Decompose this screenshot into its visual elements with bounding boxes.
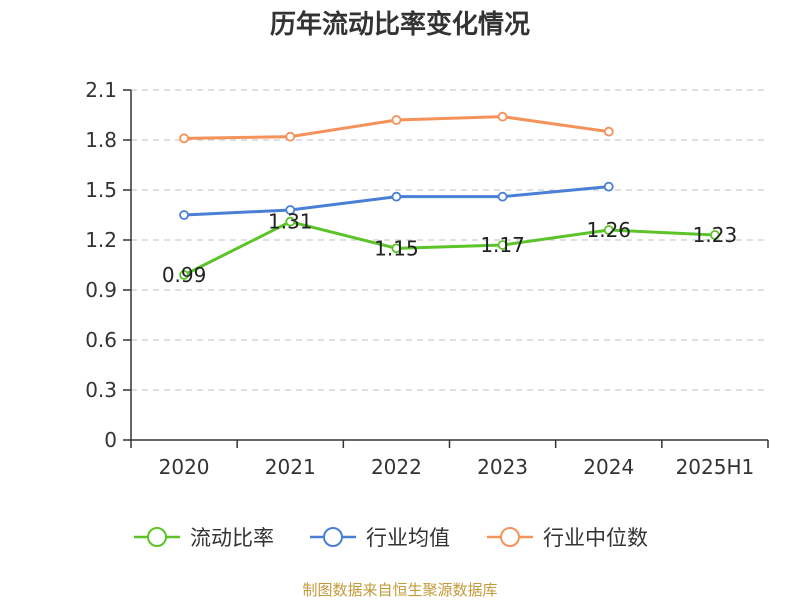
data-label: 1.17 [480, 233, 525, 257]
legend-marker [500, 527, 520, 547]
data-label: 1.31 [268, 210, 313, 234]
legend-item-2: 行业中位数 [487, 526, 648, 550]
x-tick-label: 2023 [477, 455, 528, 479]
x-tick-label: 2021 [265, 455, 316, 479]
series-line-0 [183, 220, 715, 277]
data-point [179, 133, 189, 144]
data-point [285, 131, 296, 142]
data-point [391, 243, 402, 254]
data-point [603, 225, 614, 235]
axes: 0 0.3 0.6 0.9 1.2 1.5 1.8 2.1 2020 2021 2022 2023 20… [85, 78, 769, 479]
x-tick-label: 2025H1 [676, 455, 755, 479]
y-tick-label: 0.6 [85, 328, 117, 352]
legend-label: 行业均值 [366, 526, 450, 550]
x-tick-label: 2020 [159, 455, 210, 479]
y-tick-label: 1.2 [85, 228, 117, 252]
source-note: 制图数据来自恒生聚源数据库 [302, 581, 497, 599]
data-point [391, 115, 402, 125]
data-label: 1.15 [374, 236, 419, 260]
data-point [497, 240, 508, 250]
y-tick-label: 0 [104, 428, 117, 452]
legend-marker [147, 527, 167, 547]
data-label: 0.99 [162, 263, 207, 287]
grid-lines [131, 89, 768, 391]
data-label: 1.23 [693, 223, 738, 247]
series-layer [179, 111, 720, 280]
chart-title: 历年流动比率变化情况 [270, 9, 530, 40]
data-point [603, 181, 614, 192]
y-tick-label: 1.8 [85, 128, 117, 152]
legend-item-0: 流动比率 [134, 526, 274, 550]
data-label: 1.26 [586, 218, 631, 242]
data-point [179, 210, 189, 220]
data-labels: 0.99 1.31 1.15 1.17 1.26 1.23 [162, 210, 737, 287]
y-tick-label: 1.5 [85, 178, 117, 202]
x-tick-label: 2024 [583, 455, 634, 479]
data-point [497, 111, 508, 122]
data-point [285, 216, 296, 227]
legend-label: 行业中位数 [543, 526, 648, 550]
data-point [603, 126, 614, 137]
y-tick-label: 2.1 [85, 78, 117, 102]
legend-item-1: 行业均值 [310, 526, 450, 550]
data-point [391, 191, 402, 202]
y-tick-label: 0.3 [85, 378, 117, 402]
legend: 流动比率 行业均值 行业中位数 [134, 526, 648, 550]
x-tick-label: 2022 [371, 455, 422, 479]
legend-label: 流动比率 [190, 526, 274, 550]
legend-marker [323, 527, 343, 547]
data-point [179, 270, 189, 280]
data-point [285, 205, 296, 215]
data-point [710, 230, 720, 240]
y-tick-label: 0.9 [85, 278, 117, 302]
data-point [497, 191, 508, 202]
